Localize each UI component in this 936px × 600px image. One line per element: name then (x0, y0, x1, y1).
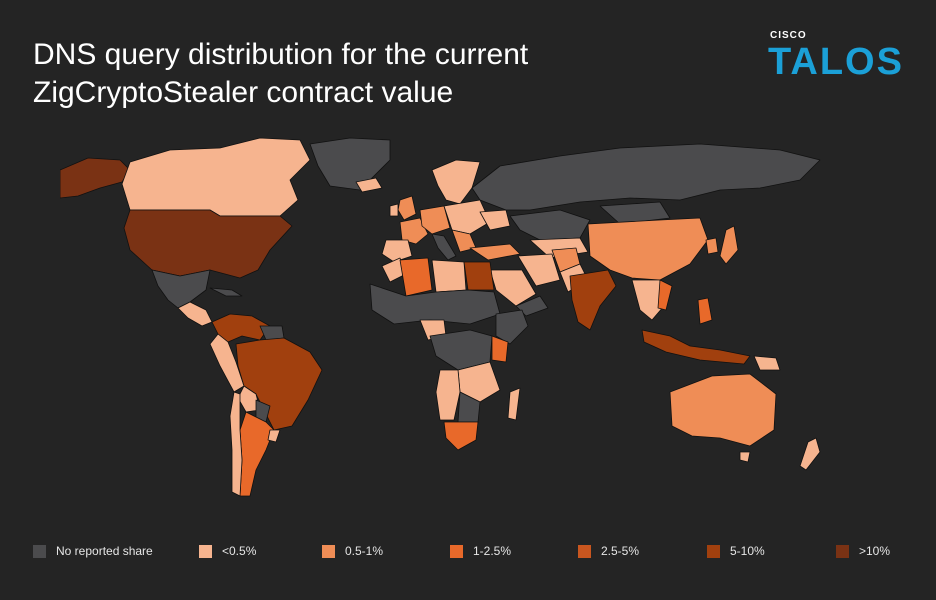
south-africa (443, 421, 479, 451)
australia (669, 373, 777, 447)
central-america (177, 301, 213, 327)
iberia (381, 239, 413, 263)
iran (517, 253, 561, 287)
chile (229, 391, 243, 497)
legend-item-gt10: >10% (836, 543, 890, 559)
ecuador-peru (209, 333, 245, 393)
mongolia (599, 201, 671, 225)
indonesia (641, 329, 751, 365)
russia (471, 143, 821, 211)
legend-label: 5-10% (730, 544, 765, 558)
kazakhstan (509, 209, 591, 241)
legend-item-none: No reported share (33, 543, 153, 559)
greenland (309, 137, 391, 191)
southeast-asia-mainland (631, 279, 665, 321)
cisco-wordmark: CISCO (770, 30, 807, 41)
legend-item-1-25: 1-2.5% (450, 543, 511, 559)
legend-label: 0.5-1% (345, 544, 384, 558)
legend-swatch (836, 544, 849, 558)
argentina (239, 411, 275, 497)
legend-label: 1-2.5% (473, 544, 512, 558)
eastern-europe (443, 199, 491, 235)
algeria (399, 257, 433, 297)
title-line-1: DNS query distribution for the current (33, 38, 529, 71)
angola-namibia (435, 369, 461, 421)
legend-label: >10% (859, 544, 891, 558)
vietnam (657, 279, 673, 311)
legend-swatch (707, 544, 720, 558)
legend-label: <0.5% (222, 544, 257, 558)
madagascar (507, 387, 521, 421)
india (569, 269, 617, 331)
cisco-talos-logo: CISCO TALOS (768, 30, 904, 82)
world-map (60, 130, 840, 510)
saudi-arabia (489, 269, 537, 307)
title-line-2: ZigCryptoStealer contract value (33, 76, 454, 109)
new-zealand (799, 437, 821, 471)
libya (431, 259, 467, 293)
philippines (697, 297, 713, 325)
legend-swatch (322, 544, 335, 558)
legend-label: 2.5-5% (601, 544, 640, 558)
cuba (209, 287, 243, 297)
france (399, 217, 429, 245)
legend-item-lt05: <0.5% (199, 543, 256, 559)
germany-central (419, 205, 451, 235)
alaska (60, 157, 131, 199)
mexico (151, 269, 211, 309)
turkey (469, 243, 521, 261)
italy (431, 233, 457, 261)
ethiopia-somalia (495, 309, 529, 345)
legend-swatch (199, 544, 212, 558)
egypt (463, 261, 495, 291)
map-legend: No reported share <0.5% 0.5-1% 1-2.5% 2.… (33, 543, 913, 559)
legend-item-25-5: 2.5-5% (578, 543, 639, 559)
uruguay (267, 429, 281, 443)
ireland (389, 203, 399, 217)
japan (719, 225, 739, 265)
china (587, 217, 709, 281)
talos-wordmark: TALOS (768, 41, 904, 83)
iceland (355, 177, 383, 193)
legend-swatch (578, 544, 591, 558)
tasmania (739, 451, 751, 463)
united-kingdom (397, 195, 417, 221)
legend-swatch (33, 544, 46, 558)
legend-item-05-1: 0.5-1% (322, 543, 383, 559)
page-title: DNS query distribution for the current Z… (33, 36, 653, 112)
world-map-svg (60, 137, 821, 497)
canada (121, 137, 311, 217)
united-states (123, 209, 293, 279)
kenya (491, 335, 509, 363)
scandinavia (431, 159, 481, 205)
papua-new-guinea (753, 355, 781, 371)
korea (705, 237, 719, 255)
legend-item-5-10: 5-10% (707, 543, 765, 559)
legend-label: No reported share (56, 544, 153, 558)
ukraine (479, 209, 511, 231)
legend-swatch (450, 544, 463, 558)
